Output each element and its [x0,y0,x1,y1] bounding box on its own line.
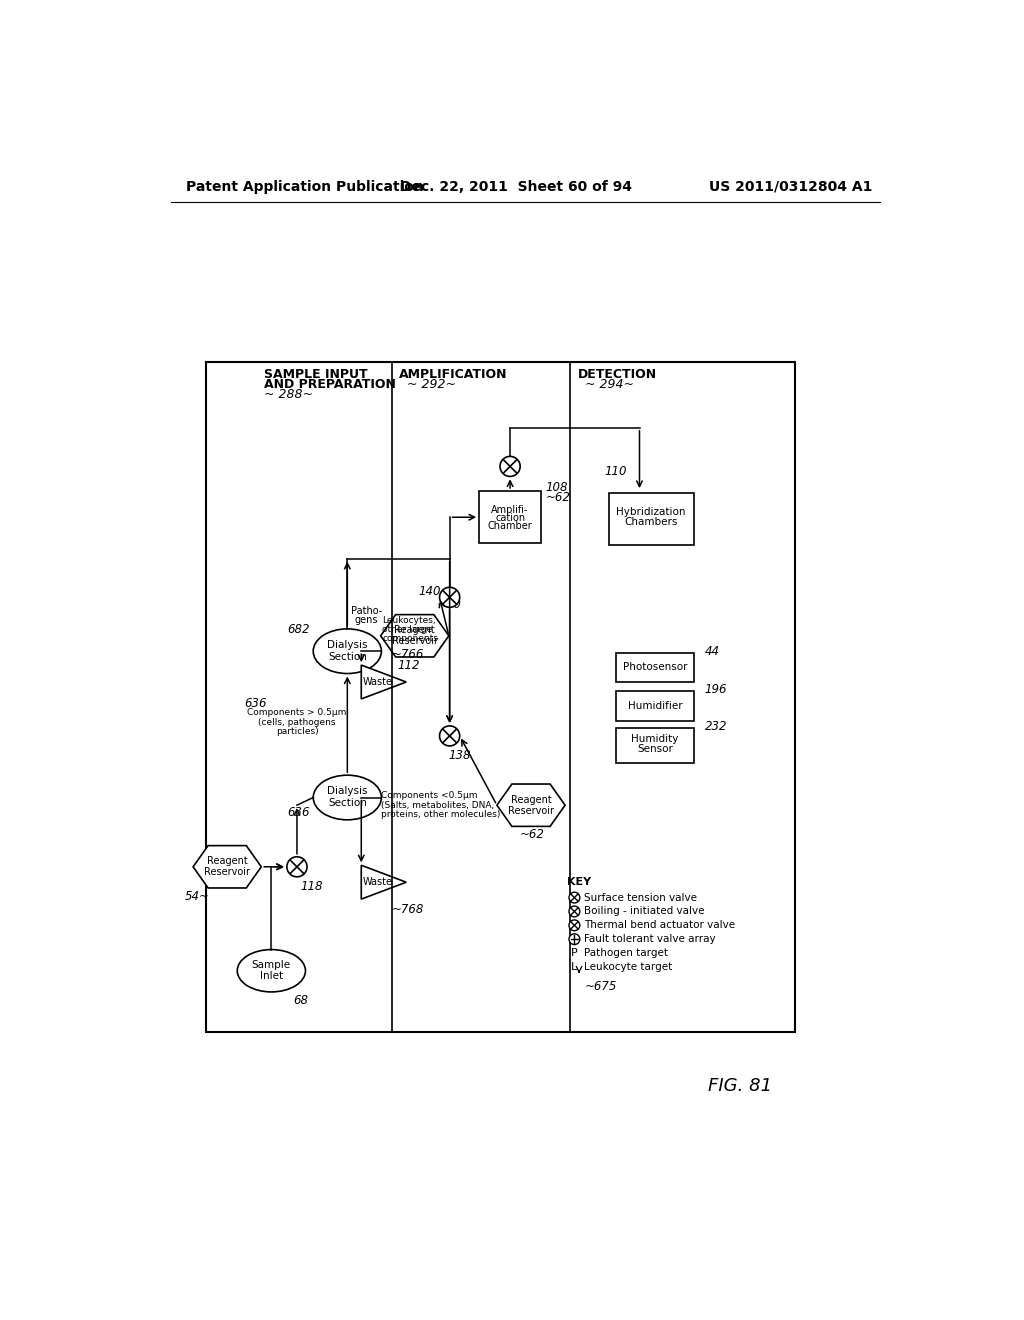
Circle shape [287,857,307,876]
Polygon shape [381,615,449,657]
Bar [479,491,541,544]
Text: KEY: KEY [567,878,592,887]
Text: Reagent: Reagent [394,626,435,635]
Polygon shape [194,846,261,888]
Text: Patent Application Publication: Patent Application Publication [186,180,424,194]
Text: particles): particles) [275,727,318,735]
Text: 108: 108 [546,480,568,494]
Text: Hybridization: Hybridization [616,507,686,517]
Text: Photosensor: Photosensor [623,663,687,672]
Text: 68: 68 [293,994,308,1007]
Text: Surface tension valve: Surface tension valve [585,892,697,903]
Text: Inlet: Inlet [260,972,283,981]
Text: Reagent: Reagent [511,795,551,805]
Text: Dialysis: Dialysis [327,640,368,649]
Text: Section: Section [328,797,367,808]
Text: components: components [382,635,438,643]
Bar [616,653,693,682]
Bar [206,363,795,1032]
Text: Sensor: Sensor [637,744,673,754]
Text: gens: gens [355,615,379,626]
Text: Waste: Waste [362,878,392,887]
Circle shape [569,933,580,945]
Text: ~766: ~766 [391,648,424,661]
Text: other large: other large [382,626,432,634]
Text: Components <0.5μm: Components <0.5μm [381,792,478,800]
Circle shape [500,457,520,477]
Text: Reservoir: Reservoir [508,805,554,816]
Circle shape [569,892,580,903]
Text: Dec. 22, 2011  Sheet 60 of 94: Dec. 22, 2011 Sheet 60 of 94 [399,180,632,194]
Text: 232: 232 [705,721,727,733]
Text: SAMPLE INPUT: SAMPLE INPUT [263,367,368,380]
Text: Boiling - initiated valve: Boiling - initiated valve [585,907,705,916]
Text: Chambers: Chambers [625,517,678,527]
Text: Sample: Sample [252,961,291,970]
Text: Section: Section [328,652,367,661]
Text: Humidifier: Humidifier [628,701,682,711]
Text: Waste: Waste [362,677,392,686]
Text: Pathogen target: Pathogen target [585,948,669,958]
Text: FIG. 81: FIG. 81 [709,1077,772,1096]
Text: Patho-: Patho- [351,606,382,616]
Polygon shape [361,665,407,700]
Text: Humidity: Humidity [632,734,679,744]
Ellipse shape [313,628,381,673]
Text: Amplifi-: Amplifi- [492,504,528,515]
Text: AMPLIFICATION: AMPLIFICATION [399,367,508,380]
Text: (cells, pathogens: (cells, pathogens [258,718,336,726]
Text: Reagent: Reagent [207,857,248,866]
Text: 636: 636 [287,807,309,820]
Text: ~ 294~: ~ 294~ [586,379,634,391]
Bar [608,492,693,545]
Text: ~768: ~768 [391,903,424,916]
Text: DETECTION: DETECTION [578,367,656,380]
Text: Chamber: Chamber [487,521,532,532]
Text: Leukocyte target: Leukocyte target [585,962,673,972]
Bar [616,729,693,763]
Circle shape [439,726,460,746]
Text: cation: cation [495,513,525,523]
Text: ~62: ~62 [519,828,544,841]
Polygon shape [497,784,565,826]
Text: 110: 110 [604,465,627,478]
Text: ~60: ~60 [436,598,462,611]
Text: ~62: ~62 [546,491,570,504]
Text: ~ 292~: ~ 292~ [407,379,456,391]
Text: Thermal bend actuator valve: Thermal bend actuator valve [585,920,735,931]
Text: Dialysis: Dialysis [327,787,368,796]
Text: 44: 44 [705,644,720,657]
Text: US 2011/0312804 A1: US 2011/0312804 A1 [709,180,872,194]
Text: Components > 0.5μm: Components > 0.5μm [247,709,347,717]
Text: proteins, other molecules): proteins, other molecules) [381,810,501,818]
Text: Reservoir: Reservoir [392,636,437,647]
Text: 54~: 54~ [184,890,210,903]
Text: AND PREPARATION: AND PREPARATION [263,378,395,391]
Circle shape [439,587,460,607]
Polygon shape [361,866,407,899]
Text: 196: 196 [705,684,727,696]
Text: 682: 682 [287,623,309,636]
Text: Leukocytes,: Leukocytes, [382,616,436,624]
Circle shape [569,920,580,931]
Text: L: L [571,962,578,972]
Text: P: P [571,948,578,958]
Text: 138: 138 [449,750,471,763]
Bar [616,692,693,721]
Text: ~ 288~: ~ 288~ [263,388,312,401]
Ellipse shape [238,949,305,991]
Text: Fault tolerant valve array: Fault tolerant valve array [585,935,716,944]
Text: ~675: ~675 [586,979,617,993]
Text: Reservoir: Reservoir [204,867,250,878]
Text: 140: 140 [419,585,441,598]
Text: 636: 636 [245,697,266,710]
Circle shape [569,906,580,917]
Ellipse shape [313,775,381,820]
Text: 112: 112 [397,659,420,672]
Text: 118: 118 [301,879,324,892]
Text: (Salts, metabolites, DNA,: (Salts, metabolites, DNA, [381,801,495,809]
